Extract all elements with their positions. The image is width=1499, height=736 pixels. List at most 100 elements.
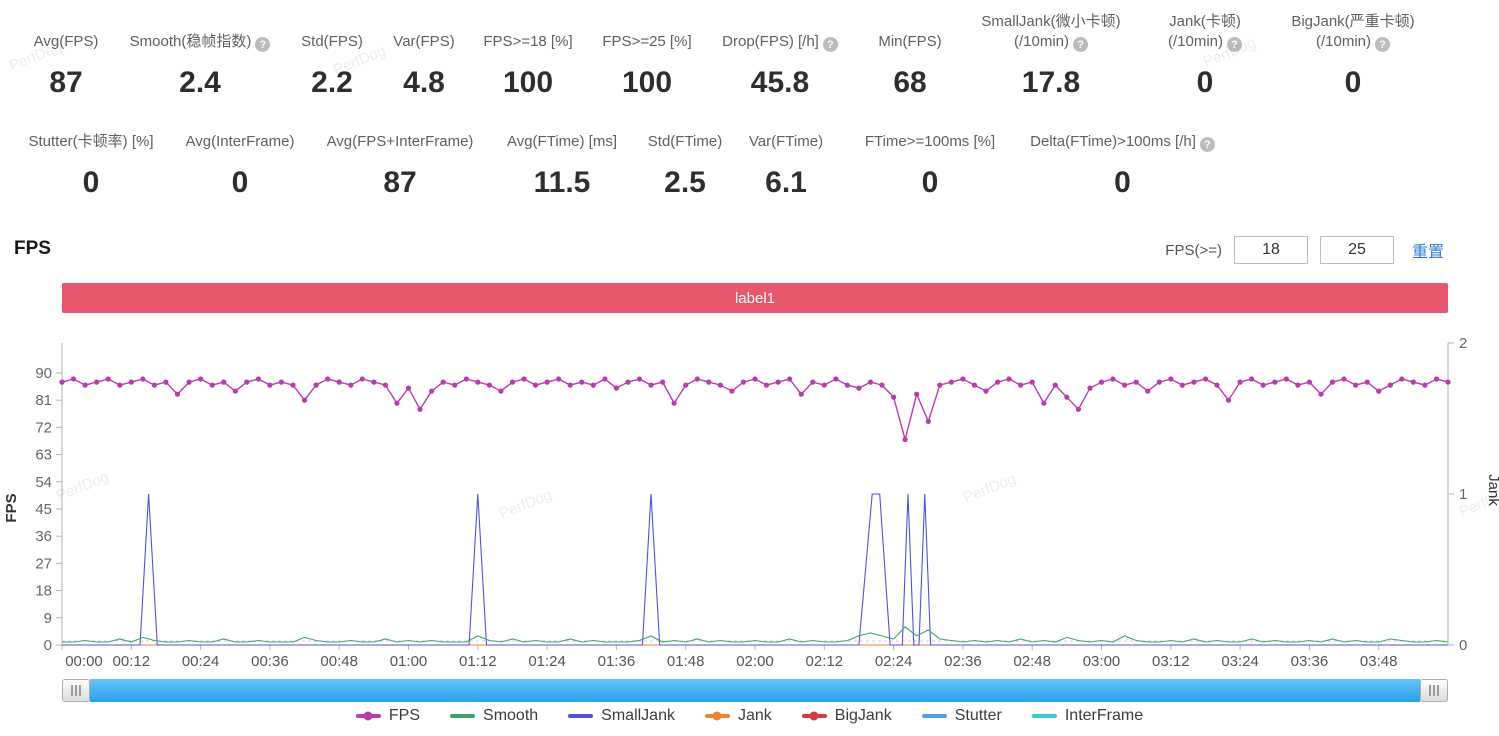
metric-cell: FTime>=100ms [%] 0 (840, 130, 1020, 200)
legend-item-smalljank[interactable]: SmallJank (568, 707, 675, 725)
metric-label: FPS>=25 [%] (602, 33, 692, 50)
fps-threshold-low-input[interactable] (1233, 236, 1308, 264)
reset-link[interactable]: 重置 (1411, 244, 1444, 261)
y-left-tick: 63 (35, 447, 52, 464)
legend-item-interframe[interactable]: InterFrame (1031, 707, 1144, 725)
x-tick-label: 01:24 (528, 653, 566, 670)
legend-label: SmallJank (601, 707, 675, 724)
section-title-fps: FPS (14, 238, 51, 259)
help-icon[interactable]: ? (822, 37, 838, 52)
metric-cell: Min(FPS) 68 (854, 8, 966, 100)
smooth-line (62, 626, 1449, 643)
help-icon[interactable]: ? (1227, 37, 1242, 52)
metric-cell: FPS>=25 [%] 100 (588, 8, 706, 100)
metric-cell: Stutter(卡顿率) [%] 0 (16, 130, 166, 200)
x-tick-label: 01:00 (390, 653, 428, 670)
x-tick-label: 02:00 (736, 653, 774, 670)
x-tick-label: 02:12 (806, 653, 844, 670)
scrollbar-right-handle[interactable] (1420, 679, 1448, 702)
legend-label: FPS (388, 707, 421, 724)
fps-jank-chart: 0 9 18 27 36 45 54 63 72 81 90 0 1 2 00:00 00:12 00:24 00… (3, 335, 1499, 670)
chart-legend: FPS Smooth SmallJank Jank BigJank Stutter Inte… (0, 707, 1499, 725)
metric-cell: Var(FPS) 4.8 (380, 8, 468, 100)
label1-banner-text: label1 (734, 289, 776, 307)
metric-cell: Jank(卡顿) (/10min)? 0 (1136, 8, 1274, 100)
grip-icon (71, 685, 81, 696)
y-right-tick: 2 (1459, 335, 1467, 352)
metric-cell: Delta(FTime)>100ms [/h]? 0 (1020, 130, 1225, 200)
metric-value: 6.1 (765, 166, 807, 199)
metric-label: Avg(FPS+InterFrame) (326, 133, 474, 150)
legend-swatch-icon (704, 711, 730, 721)
metric-label: Stutter(卡顿率) [%] (28, 133, 154, 150)
y-left-tick: 72 (35, 419, 52, 436)
legend-label: Jank (737, 707, 772, 724)
legend-swatch-icon (450, 714, 476, 718)
legend-swatch-icon (1031, 714, 1057, 718)
x-tick-label: 03:36 (1291, 653, 1329, 670)
metric-value: 2.5 (664, 166, 706, 199)
x-tick-label: 00:48 (320, 653, 358, 670)
help-icon[interactable]: ? (255, 37, 271, 52)
smalljank-line (62, 493, 1448, 646)
legend-swatch-icon (355, 711, 381, 721)
y-right-axis-title: Jank (1485, 474, 1499, 506)
x-tick-label: 02:36 (944, 653, 982, 670)
metric-cell: Std(FTime) 2.5 (638, 130, 732, 200)
metric-label: Avg(InterFrame) (185, 133, 295, 150)
y-right-tick: 1 (1459, 486, 1467, 503)
metric-label: SmallJank(微小卡顿) (/10min)? (981, 12, 1121, 52)
fps-line (61, 378, 1449, 443)
x-tick-label: 00:36 (251, 653, 289, 670)
y-left-tick: 9 (44, 610, 52, 627)
metric-value: 0 (82, 166, 100, 199)
metric-cell: FPS>=18 [%] 100 (468, 8, 588, 100)
help-icon[interactable]: ? (1375, 37, 1390, 52)
x-tick-label: 00:12 (113, 653, 151, 670)
y-left-tick: 0 (44, 637, 52, 654)
scrollbar-track[interactable] (90, 679, 1420, 702)
y-left-tick: 81 (35, 392, 52, 409)
metric-label: FPS>=18 [%] (483, 33, 573, 50)
metric-cell: Std(FPS) 2.2 (284, 8, 380, 100)
help-icon[interactable]: ? (1199, 137, 1215, 152)
metric-label: FTime>=100ms [%] (864, 133, 996, 150)
x-tick-label: 01:12 (459, 653, 497, 670)
legend-swatch-icon (568, 714, 594, 718)
metrics-row-2: Stutter(卡顿率) [%] 0 Avg(InterFrame) 0 Avg(FPS… (16, 130, 1225, 200)
metric-value: 87 (383, 166, 417, 199)
fps-threshold-label: FPS(>=) (1165, 241, 1222, 259)
x-tick-label: 03:48 (1360, 653, 1398, 670)
metric-value: 87 (49, 66, 83, 99)
y-left-axis-title: FPS (3, 493, 20, 522)
legend-label: Stutter (954, 707, 1002, 724)
x-tick-label: 02:24 (875, 653, 913, 670)
legend-item-jank[interactable]: Jank (704, 707, 772, 725)
legend-swatch-icon (801, 711, 827, 721)
legend-item-smooth[interactable]: Smooth (450, 707, 538, 725)
y-left-tick: 54 (35, 474, 52, 491)
help-icon[interactable]: ? (1073, 37, 1088, 52)
metric-cell: Avg(FTime) [ms] 11.5 (486, 130, 638, 200)
legend-item-fps[interactable]: FPS (355, 707, 421, 725)
metric-value: 0 (1196, 66, 1214, 99)
metric-label: Var(FPS) (393, 33, 455, 50)
scrollbar-left-handle[interactable] (62, 679, 90, 702)
legend-label: InterFrame (1064, 707, 1144, 724)
metric-label: Delta(FTime)>100ms [/h]? (1030, 130, 1215, 152)
fps-threshold-high-input[interactable] (1319, 236, 1394, 264)
y-left-tick: 45 (35, 501, 52, 518)
metric-value: 17.8 (1021, 66, 1081, 99)
legend-item-bigjank[interactable]: BigJank (801, 707, 892, 725)
metric-label: Avg(FTime) [ms] (506, 133, 617, 150)
metric-value: 2.4 (179, 66, 221, 99)
metric-value: 0 (921, 166, 939, 199)
chart-scrollbar[interactable] (62, 679, 1448, 702)
metric-value: 100 (502, 66, 554, 99)
fps-threshold-controls: FPS(>=) 重置 (1165, 236, 1444, 264)
legend-label: BigJank (834, 707, 892, 724)
legend-item-stutter[interactable]: Stutter (921, 707, 1002, 725)
metric-value: 0 (1344, 66, 1362, 99)
y-left-tick: 36 (35, 528, 52, 545)
legend-label: Smooth (483, 707, 539, 724)
